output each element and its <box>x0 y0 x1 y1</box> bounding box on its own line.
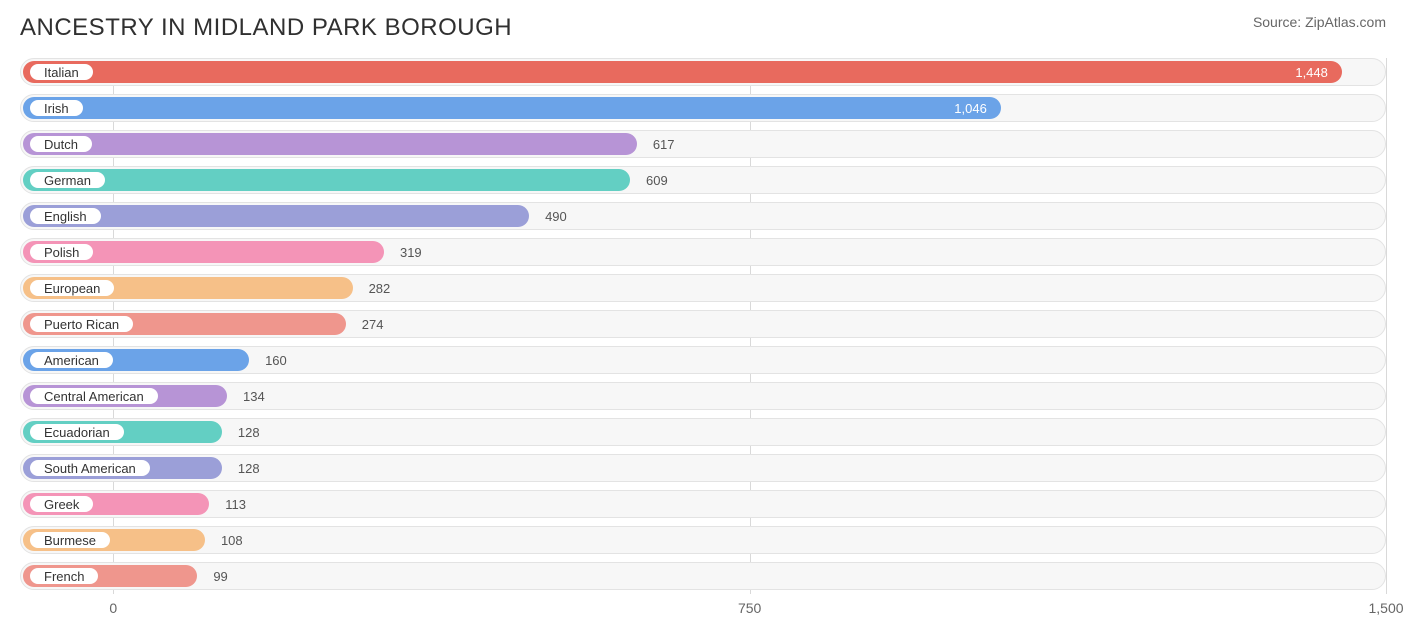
x-axis: 07501,500 <box>20 598 1386 622</box>
bar-row: American 160 <box>20 346 1386 374</box>
bar-value: 274 <box>352 310 394 338</box>
axis-tick: 0 <box>109 600 117 616</box>
bar-value: 128 <box>228 454 270 482</box>
bar-row: English 490 <box>20 202 1386 230</box>
bar-value: 617 <box>643 130 685 158</box>
bar-row: Central American 134 <box>20 382 1386 410</box>
bar-row: Puerto Rican 274 <box>20 310 1386 338</box>
chart-area: Italian 1,448 Irish 1,046 Dutch 617 German 609 E… <box>0 52 1406 622</box>
bar-row: European 282 <box>20 274 1386 302</box>
bar-value: 609 <box>636 166 678 194</box>
bar-row: Irish 1,046 <box>20 94 1386 122</box>
bar-label: Puerto Rican <box>28 314 135 334</box>
bar-label: German <box>28 170 107 190</box>
bar-fill <box>23 97 1001 119</box>
bar-label: South American <box>28 458 152 478</box>
bar-row: Ecuadorian 128 <box>20 418 1386 446</box>
bar-value: 108 <box>211 526 253 554</box>
bar-label: Ecuadorian <box>28 422 126 442</box>
bar-row: Polish 319 <box>20 238 1386 266</box>
bar-value: 160 <box>255 346 297 374</box>
bar-value: 134 <box>233 382 275 410</box>
bar-value: 319 <box>390 238 432 266</box>
gridline <box>1386 58 1387 594</box>
bar-label: English <box>28 206 103 226</box>
bar-row: Italian 1,448 <box>20 58 1386 86</box>
bar-fill <box>23 61 1342 83</box>
bar-value: 490 <box>535 202 577 230</box>
bar-value: 113 <box>215 490 256 518</box>
bar-value: 1,046 <box>944 94 997 122</box>
bar-label: European <box>28 278 116 298</box>
bar-label: Polish <box>28 242 95 262</box>
bar-track <box>20 418 1386 446</box>
bar-label: Central American <box>28 386 160 406</box>
bar-label: American <box>28 350 115 370</box>
chart-header: ANCESTRY IN MIDLAND PARK BOROUGH Source:… <box>0 0 1406 52</box>
bar-row: French 99 <box>20 562 1386 590</box>
bar-value: 282 <box>359 274 401 302</box>
chart-title: ANCESTRY IN MIDLAND PARK BOROUGH <box>20 14 512 42</box>
axis-tick: 750 <box>738 600 761 616</box>
bar-value: 1,448 <box>1285 58 1338 86</box>
bars-container: Italian 1,448 Irish 1,046 Dutch 617 German 609 E… <box>20 58 1386 590</box>
bar-label: Italian <box>28 62 95 82</box>
bar-value: 99 <box>203 562 237 590</box>
axis-tick: 1,500 <box>1368 600 1403 616</box>
bar-fill <box>23 133 637 155</box>
bar-track <box>20 454 1386 482</box>
bar-fill <box>23 169 630 191</box>
bar-row: Burmese 108 <box>20 526 1386 554</box>
bar-label: Dutch <box>28 134 94 154</box>
chart-source: Source: ZipAtlas.com <box>1253 14 1386 30</box>
bar-row: Greek 113 <box>20 490 1386 518</box>
bar-row: German 609 <box>20 166 1386 194</box>
bar-label: Burmese <box>28 530 112 550</box>
bar-label: Greek <box>28 494 95 514</box>
bar-label: Irish <box>28 98 85 118</box>
bar-row: Dutch 617 <box>20 130 1386 158</box>
bar-label: French <box>28 566 100 586</box>
bar-value: 128 <box>228 418 270 446</box>
bar-row: South American 128 <box>20 454 1386 482</box>
